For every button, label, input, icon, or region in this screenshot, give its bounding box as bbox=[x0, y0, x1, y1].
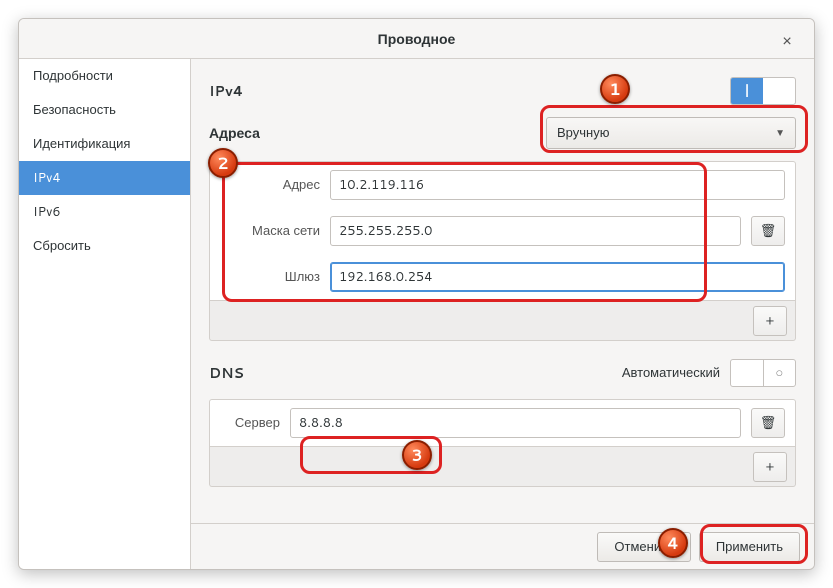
dns-auto-label: Автоматический bbox=[622, 364, 720, 382]
plus-icon: + bbox=[766, 312, 775, 330]
address-input[interactable] bbox=[330, 170, 785, 200]
circle-icon: ○ bbox=[775, 364, 783, 382]
gateway-row: Шлюз bbox=[210, 254, 795, 300]
gateway-input[interactable] bbox=[330, 262, 785, 292]
ipv4-section: IPv4 | Адреса Вручную ▼ Адрес bbox=[209, 59, 796, 341]
ipv4-toggle[interactable]: | bbox=[730, 77, 796, 105]
dns-auto-toggle[interactable]: ○ bbox=[730, 359, 796, 387]
add-address-button[interactable]: + bbox=[753, 306, 787, 336]
ipv4-heading: IPv4 bbox=[209, 81, 243, 101]
dns-server-label: Сервер bbox=[220, 414, 280, 432]
addresses-panel: Адрес Маска сети 🗑 Шлюз bbox=[209, 161, 796, 301]
dns-panel-footer: + bbox=[209, 447, 796, 487]
titlebar: Проводное × bbox=[19, 19, 814, 59]
netmask-input[interactable] bbox=[330, 216, 741, 246]
dns-server-row: Сервер 🗑 bbox=[210, 400, 795, 446]
delete-address-button[interactable]: 🗑 bbox=[751, 216, 785, 246]
dialog-actions: Отменить Применить bbox=[191, 523, 814, 569]
delete-dns-button[interactable]: 🗑 bbox=[751, 408, 785, 438]
dns-heading: DNS bbox=[209, 363, 244, 383]
addresses-mode-value: Вручную bbox=[557, 124, 609, 142]
dns-section: DNS Автоматический ○ Сервер bbox=[209, 355, 796, 487]
dns-toggle-left bbox=[731, 360, 763, 386]
sidebar-item-identity[interactable]: Идентификация bbox=[19, 127, 190, 161]
sidebar: Подробности Безопасность Идентификация I… bbox=[19, 59, 191, 569]
netmask-label: Маска сети bbox=[220, 222, 320, 240]
dns-toggle-right: ○ bbox=[763, 360, 796, 386]
settings-window: Проводное × Подробности Безопасность Иде… bbox=[18, 18, 815, 570]
cancel-button[interactable]: Отменить bbox=[597, 532, 690, 562]
sidebar-item-reset[interactable]: Сбросить bbox=[19, 229, 190, 263]
address-row: Адрес bbox=[210, 162, 795, 208]
dns-server-input[interactable] bbox=[290, 408, 741, 438]
apply-button[interactable]: Применить bbox=[699, 532, 800, 562]
close-icon[interactable]: × bbox=[782, 29, 802, 49]
ipv4-header-row: IPv4 | bbox=[209, 77, 796, 105]
addresses-mode-dropdown[interactable]: Вручную ▼ bbox=[546, 117, 796, 149]
add-dns-button[interactable]: + bbox=[753, 452, 787, 482]
addresses-panel-footer: + bbox=[209, 301, 796, 341]
addresses-header-row: Адреса Вручную ▼ bbox=[209, 117, 796, 149]
dns-panel: Сервер 🗑 bbox=[209, 399, 796, 447]
trash-icon: 🗑 bbox=[760, 222, 777, 240]
chevron-down-icon: ▼ bbox=[775, 126, 785, 140]
ipv4-toggle-on: | bbox=[731, 78, 763, 104]
netmask-row: Маска сети 🗑 bbox=[210, 208, 795, 254]
dns-header-row: DNS Автоматический ○ bbox=[209, 359, 796, 387]
address-label: Адрес bbox=[220, 176, 320, 194]
sidebar-item-details[interactable]: Подробности bbox=[19, 59, 190, 93]
sidebar-item-security[interactable]: Безопасность bbox=[19, 93, 190, 127]
addresses-label: Адреса bbox=[209, 123, 260, 143]
gateway-label: Шлюз bbox=[220, 268, 320, 286]
plus-icon: + bbox=[766, 458, 775, 476]
content-pane: IPv4 | Адреса Вручную ▼ Адрес bbox=[191, 59, 814, 569]
window-body: Подробности Безопасность Идентификация I… bbox=[19, 59, 814, 569]
dns-auto-group: Автоматический ○ bbox=[622, 359, 796, 387]
ipv4-toggle-off bbox=[763, 78, 795, 104]
window-title: Проводное bbox=[378, 29, 456, 49]
trash-icon: 🗑 bbox=[760, 414, 777, 432]
sidebar-item-ipv6[interactable]: IPv6 bbox=[19, 195, 190, 229]
sidebar-item-ipv4[interactable]: IPv4 bbox=[19, 161, 190, 195]
